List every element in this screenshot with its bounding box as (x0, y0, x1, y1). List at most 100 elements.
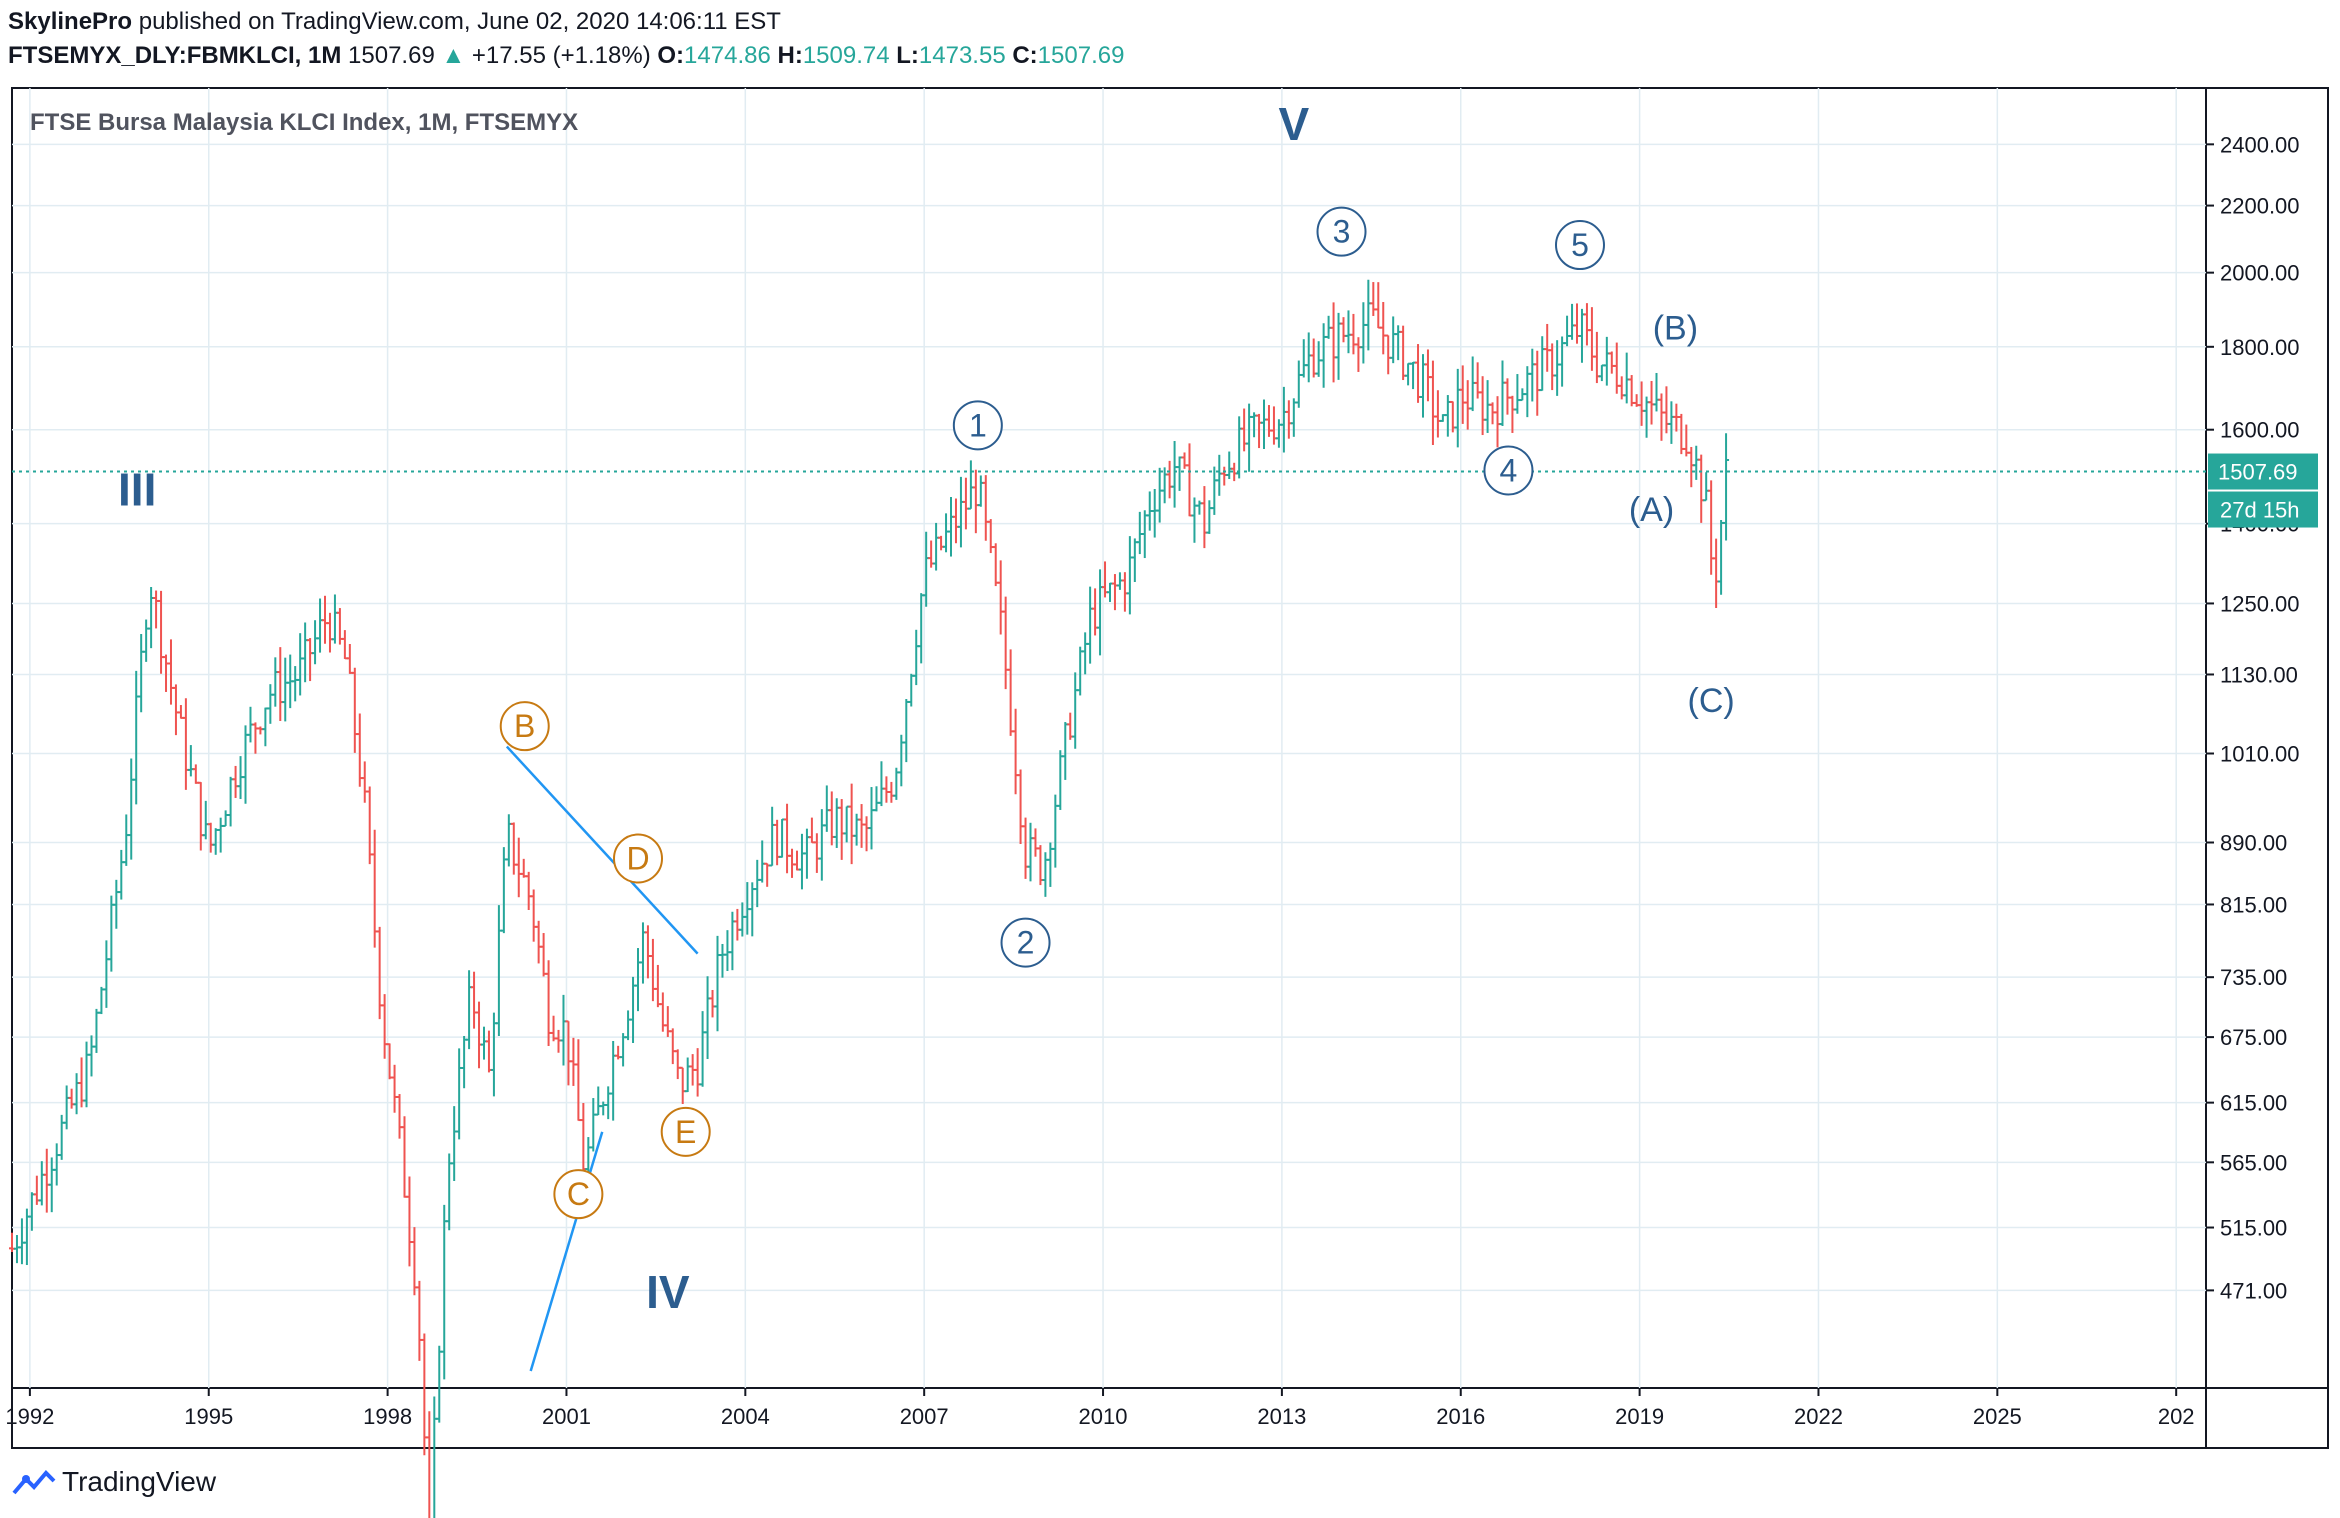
x-tick-label: 202 (2158, 1404, 2195, 1429)
ohlc-bar (83, 1041, 90, 1108)
wave-circle-text: C (567, 1176, 590, 1212)
x-tick-label: 2019 (1615, 1404, 1664, 1429)
close-label: C: (1012, 42, 1038, 69)
ohlc-bar (1554, 340, 1561, 396)
ohlc-bar (366, 786, 373, 865)
ohlc-bar (197, 781, 204, 851)
ohlc-bar (838, 799, 845, 860)
ohlc-bar (1663, 386, 1670, 434)
wave-circle (1316, 206, 1367, 257)
ohlc-bar (1106, 582, 1113, 602)
y-tick-label: 890.00 (2220, 831, 2287, 856)
ohlc-bar (167, 639, 174, 705)
ohlc-bar (515, 837, 522, 898)
y-tick-label: 1130.00 (2220, 662, 2298, 687)
ohlc-bar (1295, 360, 1302, 408)
ohlc-bar (699, 1011, 706, 1087)
countdown-label: 27d 15h (2220, 498, 2300, 523)
ohlc-bar (654, 964, 661, 1008)
ohlc-bar (217, 817, 224, 853)
wave-label-circle: 5 (1554, 220, 1605, 271)
ohlc-bar (38, 1161, 45, 1206)
ohlc-bar (818, 809, 825, 881)
ohlc-bar (302, 622, 309, 683)
ohlc-bar (326, 612, 333, 653)
ohlc-bar (68, 1088, 75, 1109)
low-value: 1473.55 (918, 42, 1006, 69)
price-bars (9, 279, 1730, 1518)
wave-circle (1554, 220, 1605, 271)
ohlc-bar (630, 976, 637, 1043)
ohlc-bar (535, 920, 542, 964)
wave-label-roman: III (118, 463, 156, 515)
ohlc-bar (1499, 360, 1506, 427)
ohlc-bar (1360, 302, 1367, 364)
ohlc-bar (1191, 497, 1198, 543)
wave-label-paren: (A) (1629, 491, 1674, 529)
ohlc-bar (784, 803, 791, 874)
ohlc-bar (495, 905, 502, 1037)
ohlc-bar (202, 800, 209, 840)
axes: 1992 1995 1998 2001 2004 2007 2010 2013 2016 2019… (5, 132, 2318, 1429)
ohlc-bar (1246, 403, 1253, 472)
wave-label-paren: (B) (1653, 310, 1698, 348)
ohlc-bar (764, 862, 771, 887)
wave-circle-text: 1 (969, 407, 987, 443)
wave-label-circle: B (499, 701, 550, 752)
ohlc-bar (1126, 536, 1133, 615)
ohlc-bar (1544, 323, 1551, 372)
publisher-name[interactable]: SkylinePro (8, 8, 133, 35)
y-tick-label: 1010.00 (2220, 741, 2300, 766)
ohlc-bar (227, 776, 234, 827)
ohlc-bar (1121, 572, 1128, 612)
high-value: 1509.74 (802, 42, 890, 69)
ohlc-bar (933, 522, 940, 571)
ohlc-bar (163, 654, 170, 692)
ohlc-bar (1216, 454, 1223, 496)
ohlc-bar (1464, 380, 1471, 430)
wave-label-paren: (C) (1688, 682, 1735, 720)
ohlc-bar (1171, 441, 1178, 508)
ohlc-bar (272, 657, 279, 707)
ohlc-bar (1226, 451, 1233, 480)
ohlc-bar (868, 787, 875, 850)
ohlc-bar (371, 829, 378, 948)
wave-label-roman: V (1278, 98, 1309, 150)
ohlc-bar (172, 684, 179, 736)
ohlc-bar (1454, 368, 1461, 448)
ohlc-bar (1111, 574, 1118, 611)
x-tick-label: 2025 (1973, 1404, 2022, 1429)
ohlc-bar (510, 822, 517, 875)
ohlc-bar (769, 806, 776, 867)
countdown-tag (2208, 491, 2318, 528)
ohlc-bar (908, 673, 915, 707)
ohlc-bar (1598, 364, 1605, 382)
ohlc-bar (600, 1101, 607, 1116)
publish-info: SkylinePro published on TradingView.com,… (8, 8, 781, 36)
ohlc-bar (1340, 317, 1347, 343)
tradingview-logo[interactable]: TradingView (12, 1466, 216, 1498)
ohlc-bar (789, 848, 796, 878)
ohlc-bar (948, 497, 955, 557)
last-price-label: 1507.69 (2218, 460, 2298, 485)
ohlc-bar (1588, 307, 1595, 371)
ohlc-bar (1479, 376, 1486, 436)
ohlc-bar (361, 761, 368, 803)
wave-circle-text: 3 (1333, 214, 1351, 250)
ohlc-bar (297, 633, 304, 696)
ohlc-bar (312, 620, 319, 665)
ohlc-bar (1549, 343, 1556, 391)
ohlc-bar (610, 1040, 617, 1121)
ohlc-bar (1410, 361, 1417, 390)
ohlc-bar (967, 460, 974, 510)
ohlc-bar (1504, 378, 1511, 415)
ohlc-bar (123, 814, 130, 866)
ohlc-bar (1206, 500, 1213, 534)
ohlc-bar (1608, 351, 1615, 374)
ohlc-bar (714, 935, 721, 1032)
y-tick-label: 815.00 (2220, 892, 2287, 917)
ohlc-bar (1265, 405, 1272, 437)
wave-circle-text: D (626, 841, 649, 877)
ohlc-bar (98, 986, 105, 1015)
